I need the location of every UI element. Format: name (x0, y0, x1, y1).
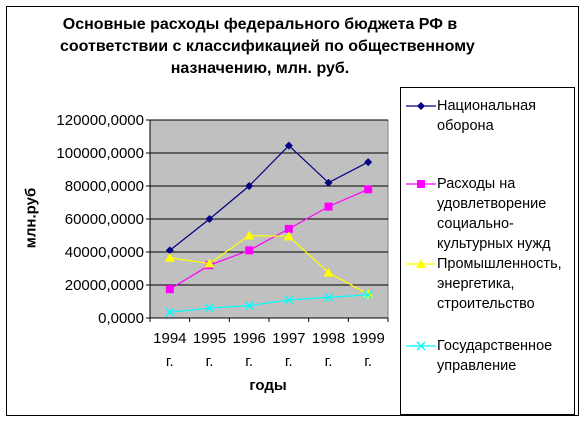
data-point (364, 185, 373, 194)
chart-title: Основные расходы федерального бюджета РФ… (60, 14, 475, 80)
x-tick-label: 1995 г. (192, 330, 227, 370)
data-point (323, 292, 334, 302)
legend-label: Промышленность, энергетика, строительств… (437, 256, 562, 312)
series-line (169, 234, 369, 295)
legend: Национальная оборона Расходы на удовлетво… (400, 87, 575, 415)
legend-label: Расходы на удовлетворение социально- кул… (437, 176, 551, 252)
data-point (244, 301, 254, 311)
series-line (169, 294, 369, 313)
data-point (364, 158, 373, 167)
data-point (323, 267, 334, 277)
data-point (417, 180, 425, 188)
data-point (245, 182, 254, 190)
x-tick-label: 1996 г. (232, 330, 266, 370)
data-point (417, 102, 425, 110)
data-point (245, 246, 254, 255)
x-tick-label: 1999 г. (351, 330, 385, 370)
gridlines (146, 119, 389, 322)
data-point (363, 290, 373, 300)
data-point (324, 178, 333, 187)
chart-title-line-1: Основные расходы федерального бюджета РФ… (62, 16, 458, 33)
data-point (205, 215, 214, 223)
legend-swatch (406, 102, 436, 110)
data-point (284, 141, 293, 150)
y-tick-label: 80000,0000 (65, 178, 144, 195)
series-3 (164, 230, 374, 299)
legend-swatch (406, 180, 436, 188)
data-point (283, 231, 294, 241)
y-tick-label: 120000,0000 (56, 112, 144, 129)
series-lines (164, 141, 374, 317)
y-tick-label: 20000,0000 (65, 277, 144, 294)
data-point (164, 252, 175, 262)
y-tick-label: 60000,0000 (65, 211, 144, 228)
series-4 (165, 290, 373, 317)
legend-label: Национальная оборона (437, 98, 537, 134)
chart-title-line-2: соответствии с классификацией по обществ… (60, 38, 475, 55)
data-point (284, 224, 293, 233)
y-axis-label: млн.руб (22, 187, 40, 249)
data-point (165, 307, 175, 317)
x-tick-label: 1994 г. (153, 330, 187, 370)
data-point (284, 295, 294, 305)
x-tick-label: 1998 г. (311, 330, 346, 370)
data-point (324, 202, 333, 211)
y-tick-label: 100000,0000 (56, 145, 144, 162)
data-point (416, 341, 426, 351)
data-point (204, 258, 215, 268)
y-axis-ticks: 0,0000 20000,0000 40000,0000 60000,0000 8000… (56, 112, 144, 327)
legend-swatch (406, 259, 436, 268)
series-line (169, 188, 369, 290)
series-line (169, 144, 369, 251)
x-tick-label: 1997 г. (272, 330, 306, 370)
data-point (165, 246, 174, 255)
legend-swatch (406, 341, 436, 351)
data-point (165, 285, 174, 294)
x-axis-label: годы (249, 377, 287, 394)
series-1 (165, 141, 373, 255)
data-point (416, 259, 426, 268)
y-tick-label: 0,0000 (98, 310, 144, 327)
legend-label: Государственное управление (437, 338, 553, 374)
data-point (363, 289, 374, 299)
chart-title-line-3: назначению, млн. руб. (170, 60, 350, 77)
data-point (204, 303, 215, 313)
data-point (244, 230, 255, 240)
y-tick-label: 40000,0000 (65, 244, 144, 261)
